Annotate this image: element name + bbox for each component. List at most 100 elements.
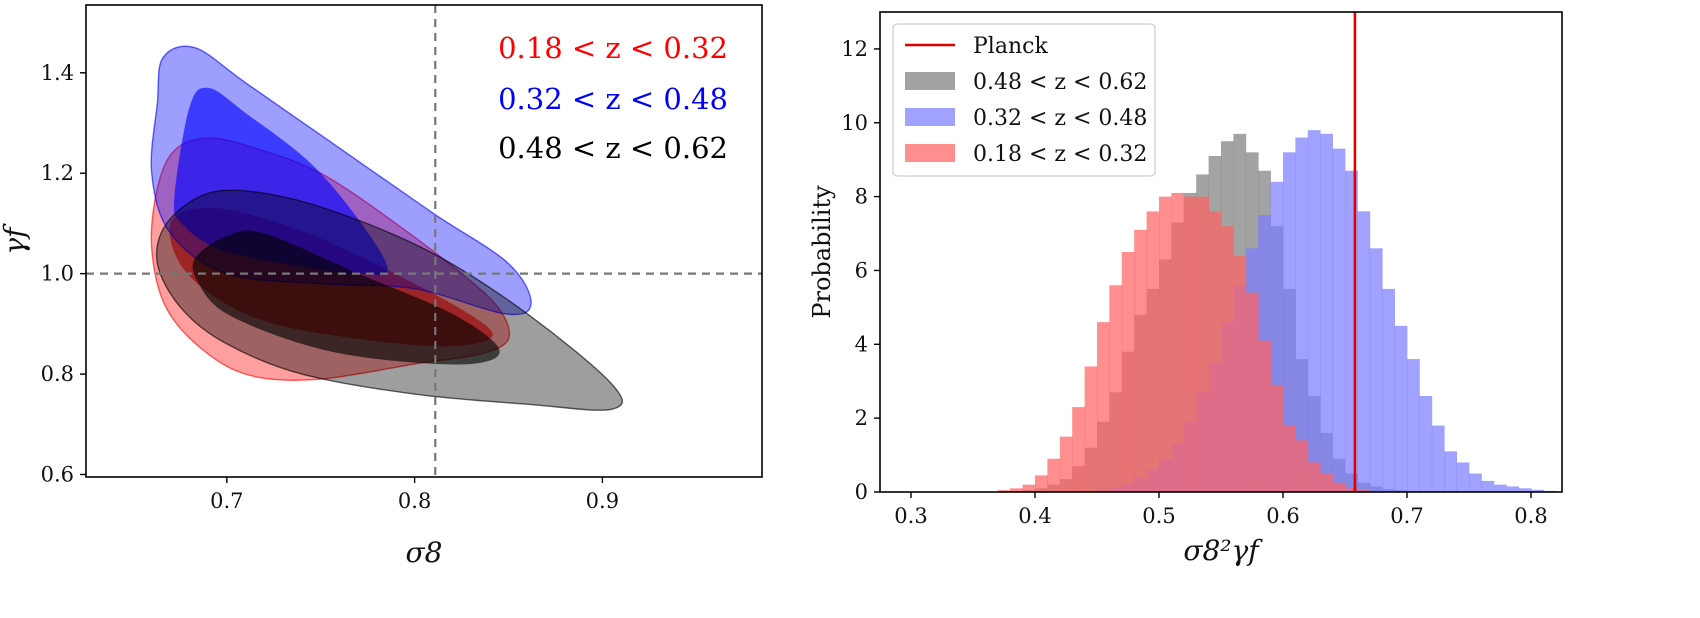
left-panel: 0.7 0.8 0.9 0.6 0.8 1.0 1.2 1.4 σ8 γf 0.18 < z … [0, 4, 763, 569]
histogram-layer [997, 130, 1557, 493]
x-tick-label: 0.8 [1514, 504, 1547, 528]
legend-z-high-label: 0.48 < z < 0.62 [973, 70, 1147, 95]
hist-bar [1369, 248, 1383, 492]
legend-box [892, 23, 1156, 177]
right-ticks: 0.3 0.4 0.5 0.6 0.7 0.8 0 2 4 6 8 10 12 [841, 37, 1547, 528]
hist-bar [1245, 292, 1259, 492]
redshift-labels: 0.18 < z < 0.32 0.32 < z < 0.48 0.48 < z… [498, 31, 728, 165]
contour-z-mid-inner [173, 87, 388, 275]
hist-bar [1518, 488, 1532, 492]
hist-bar [1444, 451, 1457, 492]
hist-bar [1295, 440, 1309, 492]
hist-bar [1221, 226, 1234, 492]
legend-z-low-label: 0.18 < z < 0.32 [973, 142, 1147, 167]
left-x-axis-label: σ8 [406, 536, 443, 569]
hist-bar [1456, 462, 1470, 492]
hist-bar [1431, 425, 1445, 492]
y-tick-label: 10 [841, 111, 868, 135]
hist-bar [1493, 484, 1507, 492]
y-tick-label: 4 [855, 332, 868, 356]
y-tick-label: 6 [855, 258, 868, 282]
legend-planck-label: Planck [973, 34, 1048, 59]
hist-bar [1134, 229, 1147, 492]
hist-bar [1035, 475, 1048, 492]
left-y-axis-label: γf [0, 223, 31, 255]
hist-bar [1407, 359, 1420, 492]
hist-bar [1332, 482, 1346, 492]
hist-bar [1481, 480, 1495, 492]
right-x-axis-label: σ8²γf [1183, 534, 1263, 567]
hist-bar [1332, 148, 1346, 492]
legend-z-low-swatch [905, 144, 955, 162]
right-axes-frame [879, 11, 1563, 493]
y-tick-label: 1.4 [41, 61, 74, 85]
left-ticks: 0.7 0.8 0.9 0.6 0.8 1.0 1.2 1.4 [41, 61, 619, 513]
hist-bar [1010, 488, 1023, 492]
y-tick-label: 0.6 [41, 462, 74, 486]
y-tick-label: 8 [855, 185, 868, 209]
legend: Planck 0.48 < z < 0.62 0.32 < z < 0.48 0… [892, 23, 1156, 177]
y-tick-label: 1.0 [41, 262, 74, 286]
hist-bar [1357, 211, 1371, 492]
hist-bar [1097, 322, 1110, 492]
reference-lines [86, 5, 762, 477]
contour-layer [150, 45, 624, 411]
legend-z-mid-swatch [905, 108, 955, 126]
hist-bar [997, 490, 1011, 492]
x-tick-label: 0.3 [894, 504, 927, 528]
y-tick-label: 1.2 [41, 161, 74, 185]
hist-bar [1283, 152, 1296, 492]
x-tick-label: 0.7 [210, 489, 243, 513]
hist-bar [1419, 396, 1433, 492]
hist-bar [1196, 196, 1209, 492]
hist-bar [1357, 490, 1371, 492]
histogram-z-low [997, 192, 1383, 493]
hist-bar [1047, 458, 1061, 492]
x-tick-label: 0.7 [1390, 504, 1423, 528]
hist-bar [1084, 366, 1098, 492]
y-tick-label: 0.8 [41, 362, 74, 386]
hist-bar [1146, 211, 1160, 492]
hist-bar [1283, 425, 1296, 492]
hist-bar [1121, 252, 1135, 492]
hist-bar [1208, 211, 1222, 492]
right-y-axis-label: Probability [808, 185, 836, 319]
x-tick-label: 0.5 [1142, 504, 1175, 528]
hist-bar [1183, 196, 1197, 492]
hist-bar [1233, 255, 1247, 492]
hist-bar [1320, 473, 1333, 492]
hist-bar [1171, 192, 1185, 493]
hist-bar [1394, 325, 1408, 492]
hist-bar [1531, 489, 1544, 492]
left-axes-frame [85, 4, 763, 478]
x-tick-label: 0.8 [398, 489, 431, 513]
hist-bar [1307, 130, 1321, 492]
x-tick-label: 0.9 [586, 489, 619, 513]
hist-bar [1307, 462, 1321, 492]
hist-bar [1295, 137, 1309, 493]
hist-bar [1270, 384, 1284, 492]
hist-bar [1072, 407, 1085, 492]
label-z-mid: 0.32 < z < 0.48 [498, 82, 728, 116]
label-z-low: 0.18 < z < 0.32 [498, 31, 728, 65]
hist-bar [1320, 133, 1333, 492]
y-tick-label: 2 [855, 406, 868, 430]
right-panel: 0.3 0.4 0.5 0.6 0.7 0.8 0 2 4 6 8 10 12 σ8²γf Probab… [808, 11, 1563, 567]
hist-bar [1022, 484, 1036, 492]
legend-z-high-swatch [905, 72, 955, 90]
hist-bar [1469, 473, 1482, 492]
hist-bar [1159, 196, 1172, 492]
hist-bar [1345, 488, 1358, 492]
hist-bar [1506, 486, 1519, 492]
label-z-high: 0.48 < z < 0.62 [498, 131, 728, 165]
y-tick-label: 0 [855, 480, 868, 504]
hist-bar [1258, 340, 1271, 492]
x-tick-label: 0.6 [1266, 504, 1299, 528]
hist-bar [1382, 288, 1395, 492]
x-tick-label: 0.4 [1018, 504, 1051, 528]
legend-z-mid-label: 0.32 < z < 0.48 [973, 106, 1147, 131]
hist-bar [1059, 436, 1073, 492]
hist-bar [1109, 285, 1123, 492]
contour-z-high-inner [192, 230, 500, 365]
